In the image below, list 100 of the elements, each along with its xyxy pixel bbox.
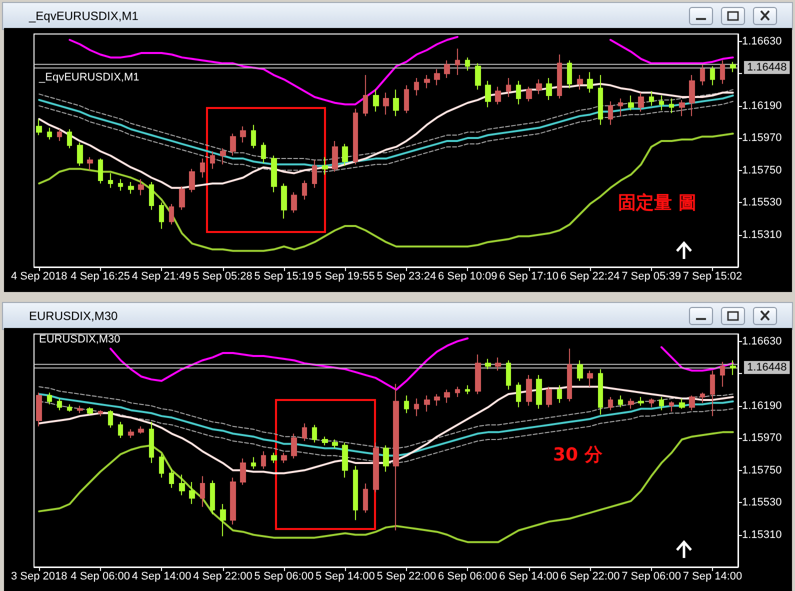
ref-line-label: 1.16448 bbox=[747, 62, 787, 74]
candlestick bbox=[189, 168, 195, 193]
x-tick-label: 6 Sep 14:00 bbox=[499, 570, 559, 582]
candlestick bbox=[271, 155, 277, 193]
candlestick bbox=[689, 395, 695, 411]
candlestick bbox=[700, 392, 705, 404]
candlestick bbox=[455, 48, 460, 76]
candlestick bbox=[281, 182, 287, 220]
candlestick bbox=[108, 410, 113, 428]
chart-title: EURUSDIX,M30 bbox=[29, 309, 118, 323]
candlestick bbox=[210, 480, 215, 515]
candlestick bbox=[649, 90, 654, 106]
x-tick-label: 5 Sep 19:55 bbox=[316, 270, 375, 282]
candlestick bbox=[669, 400, 674, 412]
candlestick bbox=[434, 68, 440, 86]
candlestick bbox=[169, 468, 174, 488]
candlestick bbox=[700, 64, 705, 86]
candlestick bbox=[659, 95, 664, 111]
candlestick bbox=[302, 422, 307, 442]
y-tick-label: 1.16630 bbox=[742, 335, 782, 348]
candlestick bbox=[108, 172, 113, 188]
x-tick-label: 5 Sep 05:28 bbox=[193, 270, 252, 282]
y-tick-label: 1.15970 bbox=[742, 432, 782, 444]
candlestick bbox=[669, 98, 674, 114]
candlestick bbox=[577, 74, 583, 90]
x-tick-label: 4 Sep 21:49 bbox=[132, 270, 192, 282]
candlestick bbox=[506, 77, 511, 98]
candlestick bbox=[87, 156, 93, 171]
candlestick bbox=[373, 89, 379, 112]
candlestick bbox=[485, 80, 491, 108]
candlestick bbox=[98, 158, 103, 184]
candlestick bbox=[149, 182, 154, 210]
x-tick-label: 6 Sep 17:10 bbox=[499, 270, 559, 282]
candlestick bbox=[128, 428, 134, 439]
candlestick bbox=[414, 398, 419, 417]
y-tick-label: 1.15750 bbox=[742, 164, 782, 176]
x-tick-label: 4 Sep 22:00 bbox=[193, 570, 252, 582]
candlestick bbox=[261, 450, 266, 470]
candlestick bbox=[271, 452, 277, 464]
candlestick bbox=[149, 421, 154, 464]
chart-subtitle: EURUSDIX,M30 bbox=[39, 334, 120, 346]
candlestick bbox=[720, 60, 725, 84]
candlestick bbox=[383, 92, 389, 116]
candlestick bbox=[465, 384, 470, 395]
candlestick bbox=[200, 158, 205, 178]
candlestick bbox=[618, 395, 623, 408]
candlestick bbox=[261, 142, 266, 164]
candlestick bbox=[679, 99, 685, 117]
candlestick bbox=[312, 424, 317, 443]
candlestick bbox=[495, 86, 501, 105]
candlestick bbox=[67, 404, 72, 412]
candlestick bbox=[98, 410, 103, 417]
candlestick bbox=[628, 95, 634, 111]
candlestick bbox=[240, 126, 246, 143]
candlestick bbox=[281, 452, 287, 464]
candlestick bbox=[87, 406, 93, 416]
candlestick bbox=[618, 98, 623, 117]
candlestick bbox=[434, 394, 440, 406]
candlestick bbox=[169, 203, 174, 226]
candlestick bbox=[189, 482, 195, 504]
x-tick-label: 5 Sep 06:00 bbox=[254, 570, 314, 582]
candlestick bbox=[679, 398, 685, 410]
candlestick bbox=[536, 78, 542, 95]
candlestick bbox=[342, 442, 348, 478]
x-tick-label: 5 Sep 14:00 bbox=[316, 570, 375, 582]
candlestick bbox=[628, 398, 634, 410]
candlestick bbox=[363, 74, 368, 117]
candlestick bbox=[383, 444, 389, 472]
candlestick bbox=[495, 356, 501, 372]
x-tick-label: 6 Sep 22:00 bbox=[560, 570, 620, 582]
candlestick bbox=[342, 143, 348, 166]
candlestick bbox=[587, 370, 593, 388]
candlestick bbox=[730, 61, 736, 73]
candlestick bbox=[363, 482, 368, 514]
candlestick bbox=[587, 72, 593, 94]
candlestick bbox=[598, 368, 603, 416]
candlestick bbox=[720, 361, 725, 388]
candlestick bbox=[373, 442, 379, 493]
candlestick bbox=[159, 454, 164, 478]
y-tick-label: 1.15750 bbox=[742, 464, 782, 476]
candlestick bbox=[128, 182, 134, 194]
candlestick bbox=[608, 396, 613, 411]
candlestick bbox=[159, 202, 164, 230]
candlestick bbox=[444, 389, 450, 404]
candlestick bbox=[638, 92, 644, 112]
y-tick-label: 1.15530 bbox=[742, 196, 782, 209]
x-tick-label: 7 Sep 06:00 bbox=[622, 570, 681, 582]
candlestick bbox=[220, 148, 226, 165]
candlestick bbox=[475, 354, 481, 395]
candlestick bbox=[516, 80, 521, 105]
candlestick bbox=[179, 474, 185, 496]
candlestick bbox=[118, 178, 123, 192]
x-tick-label: 7 Sep 14:00 bbox=[682, 570, 742, 582]
candlestick bbox=[730, 360, 736, 376]
candlestick bbox=[710, 370, 715, 417]
candlestick bbox=[138, 178, 144, 196]
candlestick bbox=[424, 74, 430, 89]
y-tick-label: 1.15310 bbox=[742, 528, 782, 541]
candlestick bbox=[77, 405, 83, 414]
candlestick bbox=[230, 133, 236, 156]
